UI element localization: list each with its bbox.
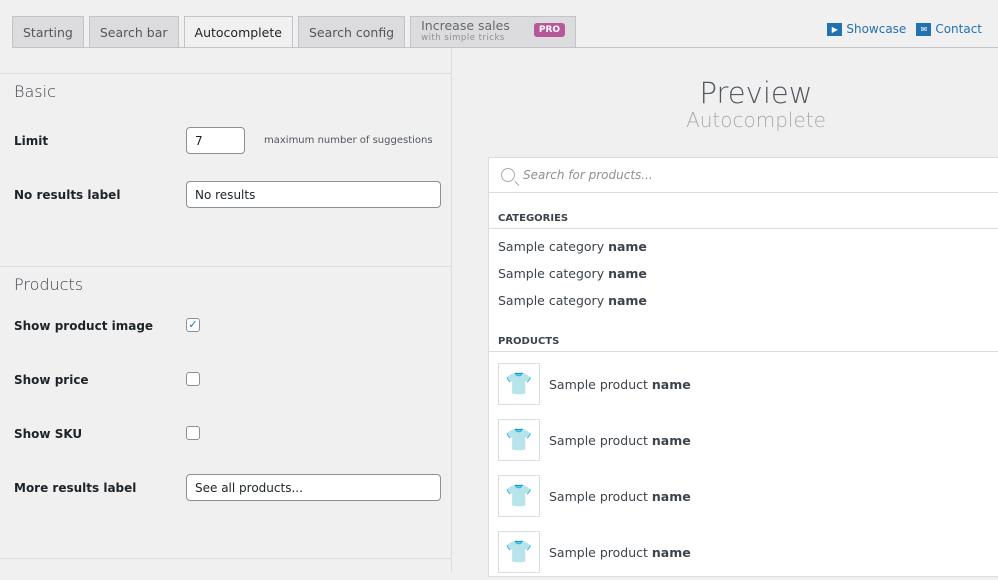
video-icon: ▶: [827, 22, 843, 36]
tab-search-bar[interactable]: Search bar: [88, 16, 179, 47]
categories-heading: CATEGORIES: [489, 193, 998, 229]
tshirt-icon: 👕: [498, 419, 540, 461]
divider: [0, 73, 451, 74]
more-results-label: More results label: [14, 481, 137, 495]
pro-badge: PRO: [533, 23, 566, 37]
tshirt-icon: 👕: [498, 531, 540, 573]
product-text: Sample product: [549, 488, 652, 504]
category-text: Sample category: [498, 266, 609, 281]
search-icon: [501, 168, 515, 182]
show-price-checkbox[interactable]: [186, 372, 200, 386]
contact-link[interactable]: ✉ Contact: [916, 22, 982, 36]
section-heading-products: Products: [14, 275, 84, 294]
preview-title: Preview: [699, 76, 813, 110]
divider: [0, 266, 451, 267]
divider: [0, 558, 451, 559]
no-results-input[interactable]: No results: [186, 181, 441, 208]
product-suggestion[interactable]: 👕 Sample product name: [489, 412, 998, 468]
product-text: Sample product: [549, 544, 652, 560]
showcase-label: Showcase: [846, 22, 907, 36]
section-heading-basic: Basic: [14, 82, 56, 101]
category-match: name: [608, 293, 647, 308]
show-image-label: Show product image: [14, 319, 154, 333]
tab-increase-sales[interactable]: Increase sales with simple tricks PRO: [410, 16, 577, 47]
product-match: name: [651, 432, 691, 448]
category-match: name: [608, 266, 647, 281]
autocomplete-preview: Search for products... CATEGORIES Sample…: [488, 157, 998, 577]
product-text: Sample product: [549, 376, 652, 392]
category-suggestion[interactable]: Sample category name: [489, 260, 998, 287]
pro-tab-title: Increase sales: [421, 18, 510, 33]
envelope-icon: ✉: [916, 22, 932, 36]
tab-divider: [12, 47, 998, 48]
category-suggestion[interactable]: Sample category name: [489, 233, 998, 260]
product-text: Sample product: [549, 432, 652, 448]
show-image-checkbox[interactable]: ✓: [186, 318, 200, 332]
show-sku-label: Show SKU: [14, 427, 83, 441]
products-heading: PRODUCTS: [489, 314, 998, 352]
product-suggestion[interactable]: 👕 Sample product name: [489, 468, 998, 524]
tab-bar: Starting Search bar Autocomplete Search …: [12, 16, 577, 48]
tshirt-icon: 👕: [498, 363, 540, 405]
contact-label: Contact: [935, 22, 982, 36]
category-suggestion[interactable]: Sample category name: [489, 287, 998, 314]
pro-tab-subtitle: with simple tricks: [421, 33, 505, 43]
product-match: name: [651, 376, 691, 392]
no-results-label: No results label: [14, 188, 121, 202]
category-text: Sample category: [498, 239, 609, 254]
tab-autocomplete[interactable]: Autocomplete: [183, 16, 293, 48]
limit-hint: maximum number of suggestions: [264, 135, 433, 146]
preview-search-input[interactable]: Search for products...: [489, 158, 998, 193]
preview-subtitle: Autocomplete: [686, 108, 826, 132]
tab-search-config[interactable]: Search config: [297, 16, 406, 47]
more-results-input[interactable]: See all products...: [186, 474, 441, 501]
limit-input[interactable]: 7: [186, 127, 245, 154]
product-suggestion[interactable]: 👕 Sample product name: [489, 356, 998, 412]
category-text: Sample category: [498, 293, 609, 308]
limit-label: Limit: [14, 134, 49, 148]
product-match: name: [651, 488, 691, 504]
showcase-link[interactable]: ▶ Showcase: [827, 22, 906, 36]
search-placeholder: Search for products...: [523, 168, 653, 182]
tshirt-icon: 👕: [498, 475, 540, 517]
category-match: name: [608, 239, 647, 254]
product-suggestion[interactable]: 👕 Sample product name: [489, 524, 998, 580]
show-sku-checkbox[interactable]: [186, 426, 200, 440]
tab-starting[interactable]: Starting: [12, 16, 84, 47]
product-match: name: [651, 544, 691, 560]
panel-divider: [451, 48, 452, 572]
show-price-label: Show price: [14, 373, 89, 387]
